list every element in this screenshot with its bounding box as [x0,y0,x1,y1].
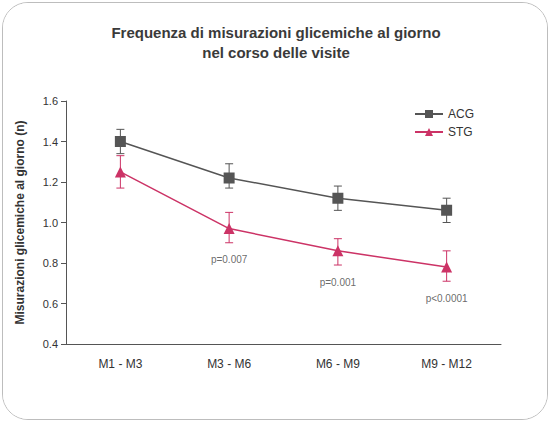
svg-text:p<0.0001: p<0.0001 [426,293,468,304]
svg-text:M1 - M3: M1 - M3 [98,357,142,371]
svg-text:1.2: 1.2 [43,176,58,188]
svg-text:Misurazioni glicemiche al gior: Misurazioni glicemiche al giorno (n) [13,120,27,324]
svg-text:STG: STG [448,125,473,139]
svg-text:1.0: 1.0 [43,217,58,229]
svg-text:M6 - M9: M6 - M9 [316,357,360,371]
svg-text:ACG: ACG [448,107,474,121]
svg-text:p=0.007: p=0.007 [211,254,248,265]
svg-text:0.4: 0.4 [43,338,58,350]
svg-text:1.4: 1.4 [43,136,58,148]
svg-text:0.8: 0.8 [43,257,58,269]
svg-text:1.6: 1.6 [43,95,58,107]
svg-text:nel corso delle visite: nel corso delle visite [202,44,350,61]
svg-text:M3 - M6: M3 - M6 [207,357,251,371]
svg-text:p=0.001: p=0.001 [320,277,357,288]
svg-text:Frequenza di misurazioni glice: Frequenza di misurazioni glicemiche al g… [111,24,440,41]
svg-text:M9 - M12: M9 - M12 [421,357,472,371]
svg-text:0.6: 0.6 [43,298,58,310]
